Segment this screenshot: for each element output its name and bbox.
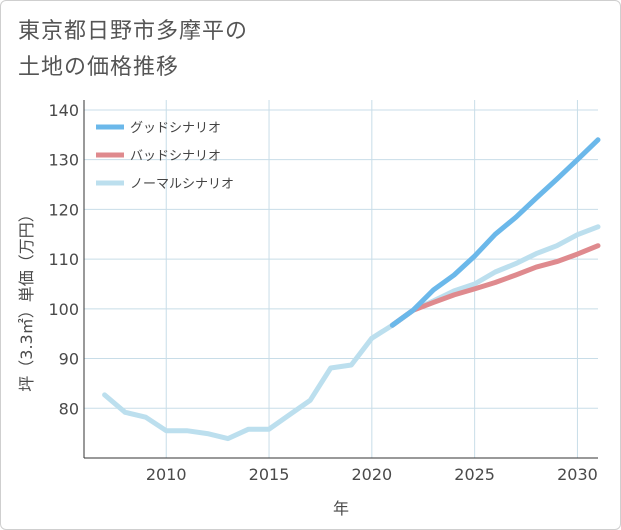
- grid: [84, 100, 598, 458]
- legend-label-normal: ノーマルシナリオ: [130, 177, 234, 192]
- x-tick-2015: 2015: [249, 465, 290, 484]
- legend-label-bad: バッドシナリオ: [130, 149, 221, 164]
- y-tick-80: 80: [59, 399, 79, 418]
- y-tick-130: 130: [48, 151, 79, 170]
- series-line-normal: [102, 224, 601, 442]
- tick-labels: 2010 2015 2020 2025 2030 80 90 100 110 120 130 140: [48, 101, 597, 484]
- x-tick-2030: 2030: [557, 465, 598, 484]
- axes: [83, 100, 598, 459]
- x-tick-2010: 2010: [146, 465, 187, 484]
- y-axis-label: 坪（3.3㎡）単価（万円）: [17, 206, 36, 391]
- series-lines: [102, 137, 601, 442]
- y-tick-140: 140: [48, 101, 79, 120]
- series-line-good: [389, 137, 601, 328]
- y-tick-120: 120: [48, 200, 79, 219]
- chart-title: 東京都日野市多摩平の 土地の価格推移: [18, 19, 249, 80]
- x-tick-2020: 2020: [351, 465, 392, 484]
- y-tick-90: 90: [59, 350, 79, 369]
- x-tick-2025: 2025: [454, 465, 495, 484]
- y-tick-100: 100: [48, 300, 79, 319]
- y-tick-110: 110: [48, 250, 79, 269]
- legend-label-good: グッドシナリオ: [130, 121, 221, 136]
- series-line-bad: [389, 243, 601, 328]
- x-axis-label: 年: [333, 499, 349, 518]
